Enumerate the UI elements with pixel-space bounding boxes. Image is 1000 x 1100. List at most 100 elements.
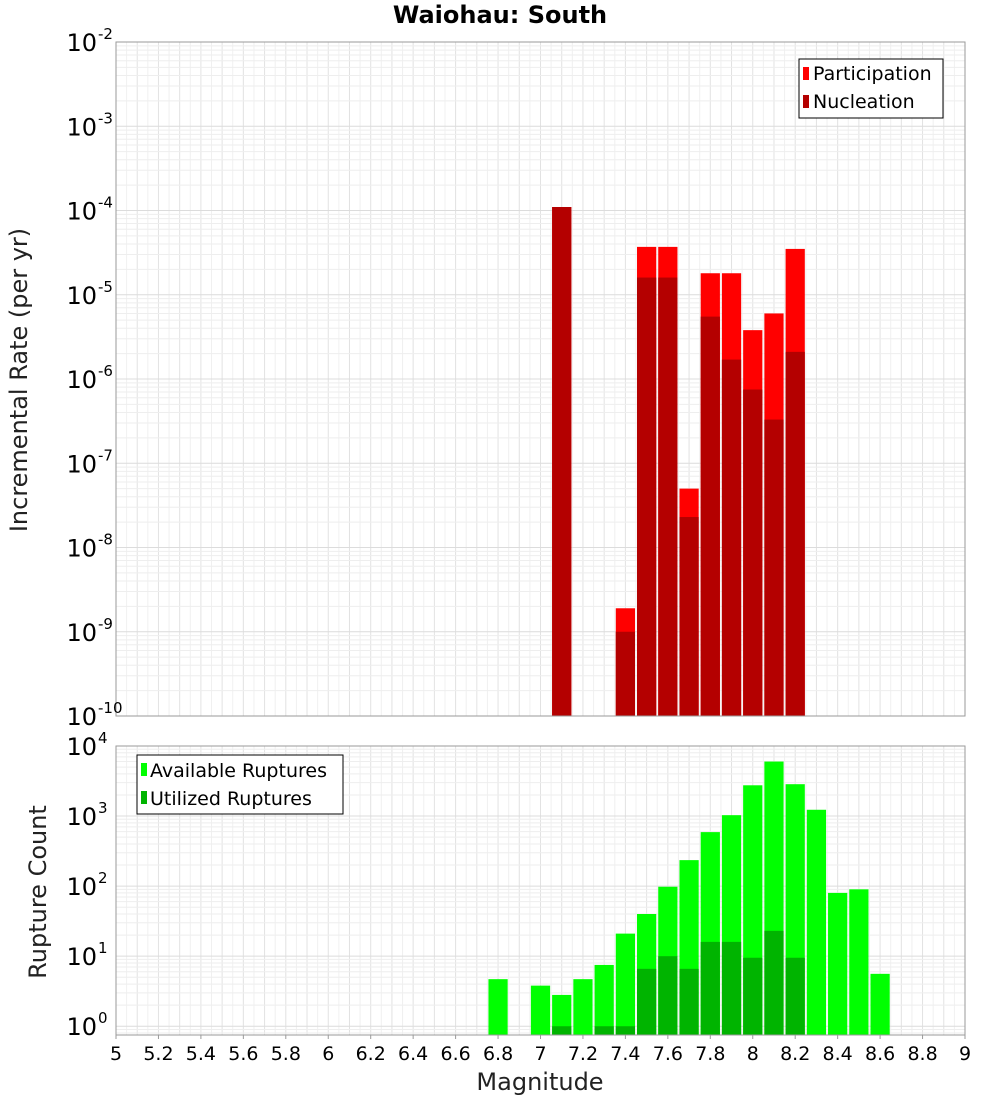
y-tick-label: 10: [66, 366, 97, 394]
nucleation-bar: [700, 316, 720, 716]
x-tick-label: 6.8: [483, 1043, 513, 1065]
legend-swatch-available: [141, 763, 147, 776]
x-tick-label: 6: [322, 1043, 334, 1065]
available-ruptures-bar: [573, 979, 593, 1035]
y-tick-exponent: -2: [98, 25, 113, 43]
y-tick-label: 10: [66, 703, 97, 731]
y-tick-label: 10: [66, 943, 97, 971]
x-tick-label: 9: [959, 1043, 971, 1065]
y-tick-label: 10: [66, 535, 97, 563]
y-tick-label: 10: [66, 29, 97, 57]
x-tick-label: 5.4: [186, 1043, 216, 1065]
available-ruptures-bar: [806, 809, 827, 1035]
x-tick-label: 7.8: [695, 1043, 725, 1065]
legend-label-utilized: Utilized Ruptures: [150, 788, 312, 810]
utilized-ruptures-bar: [679, 968, 699, 1035]
x-tick-label: 8.6: [865, 1043, 895, 1065]
y-tick-label: 10: [66, 873, 97, 901]
rate-legend-box: [798, 58, 944, 119]
y-tick-exponent: 0: [98, 1009, 108, 1027]
utilized-ruptures-bar: [721, 941, 742, 1035]
y-tick-exponent: -5: [98, 278, 113, 296]
y-tick-exponent: -9: [98, 615, 113, 633]
x-tick-label: 5.6: [228, 1043, 258, 1065]
y-tick-exponent: -4: [98, 194, 113, 212]
utilized-ruptures-bar: [552, 1026, 572, 1035]
x-tick-label: 8.8: [907, 1043, 937, 1065]
nucleation-bar: [637, 277, 657, 716]
nucleation-bar: [679, 517, 699, 716]
count-bars: [488, 761, 890, 1035]
utilized-ruptures-bar: [637, 968, 657, 1035]
y-tick-exponent: 1: [98, 939, 108, 957]
rate-panel: 10-210-310-410-510-610-710-810-910-10 In…: [5, 25, 966, 731]
legend-label-participation: Participation: [813, 63, 932, 85]
legend-swatch-utilized: [141, 791, 147, 804]
x-tick-label: 7.6: [653, 1043, 683, 1065]
utilized-ruptures-bar: [764, 930, 784, 1035]
x-tick-label: 7.2: [568, 1043, 598, 1065]
rate-bars: [552, 207, 805, 716]
x-axis-label: Magnitude: [476, 1068, 603, 1096]
y-tick-exponent: -10: [98, 699, 123, 717]
rate-y-ticks: 10-210-310-410-510-610-710-810-910-10: [66, 25, 122, 731]
y-tick-label: 10: [66, 803, 97, 831]
rate-y-axis-label: Incremental Rate (per yr): [5, 228, 33, 532]
y-tick-label: 10: [66, 198, 97, 226]
y-tick-exponent: 4: [98, 729, 108, 747]
utilized-ruptures-bar: [594, 1026, 614, 1035]
legend-label-nucleation: Nucleation: [813, 91, 915, 113]
available-ruptures-bar: [488, 979, 508, 1035]
utilized-ruptures-bar: [785, 957, 805, 1035]
y-tick-label: 10: [66, 733, 97, 761]
utilized-ruptures-bar: [658, 956, 678, 1035]
rate-gridlines: [115, 41, 966, 717]
nucleation-bar: [552, 207, 572, 716]
available-ruptures-bar: [849, 889, 869, 1035]
nucleation-bar: [721, 359, 742, 716]
x-tick-label: 7.4: [610, 1043, 640, 1065]
available-ruptures-bar: [594, 964, 614, 1035]
nucleation-bar: [615, 631, 636, 716]
x-tick-label: 6.2: [356, 1043, 386, 1065]
x-tick-label: 5.2: [143, 1043, 173, 1065]
y-tick-exponent: -8: [98, 531, 113, 549]
available-ruptures-bar: [870, 973, 890, 1035]
available-ruptures-bar: [530, 985, 551, 1035]
nucleation-bar: [658, 277, 678, 716]
y-tick-exponent: 3: [98, 799, 108, 817]
x-tick-label: 5: [110, 1043, 122, 1065]
y-tick-exponent: 2: [98, 869, 108, 887]
count-legend: Available Ruptures Utilized Ruptures: [136, 754, 344, 815]
legend-label-available: Available Ruptures: [150, 760, 327, 782]
count-y-axis-label: Rupture Count: [24, 805, 52, 979]
nucleation-bar: [743, 389, 763, 716]
x-tick-label: 8.4: [823, 1043, 853, 1065]
y-tick-label: 10: [66, 282, 97, 310]
chart-title: Waiohau: South: [393, 1, 607, 29]
y-tick-label: 10: [66, 113, 97, 141]
x-tick-label: 8.2: [780, 1043, 810, 1065]
nucleation-bar: [764, 419, 784, 716]
available-ruptures-bar: [552, 994, 572, 1035]
utilized-ruptures-bar: [615, 1026, 636, 1035]
rate-legend: Participation Nucleation: [798, 58, 944, 119]
utilized-ruptures-bar: [700, 941, 720, 1035]
available-ruptures-bar: [615, 933, 636, 1035]
count-legend-box: [136, 754, 344, 815]
utilized-ruptures-bar: [743, 957, 763, 1035]
y-tick-exponent: -3: [98, 109, 113, 127]
magnitude-x-ticks: 5 5.2 5.4 5.6 5.8 6 6.2 6.4 6.6 6.8 7 7.2 7.4 7.6 7.8 8…: [110, 1035, 971, 1065]
y-tick-label: 10: [66, 619, 97, 647]
y-tick-exponent: -7: [98, 446, 113, 464]
x-tick-label: 5.8: [271, 1043, 301, 1065]
y-tick-label: 10: [66, 450, 97, 478]
available-ruptures-bar: [828, 892, 848, 1035]
y-tick-exponent: -6: [98, 362, 113, 380]
x-tick-label: 7: [534, 1043, 546, 1065]
x-tick-label: 8: [747, 1043, 759, 1065]
rate-plot-frame: [115, 41, 966, 717]
x-tick-label: 6.6: [440, 1043, 470, 1065]
